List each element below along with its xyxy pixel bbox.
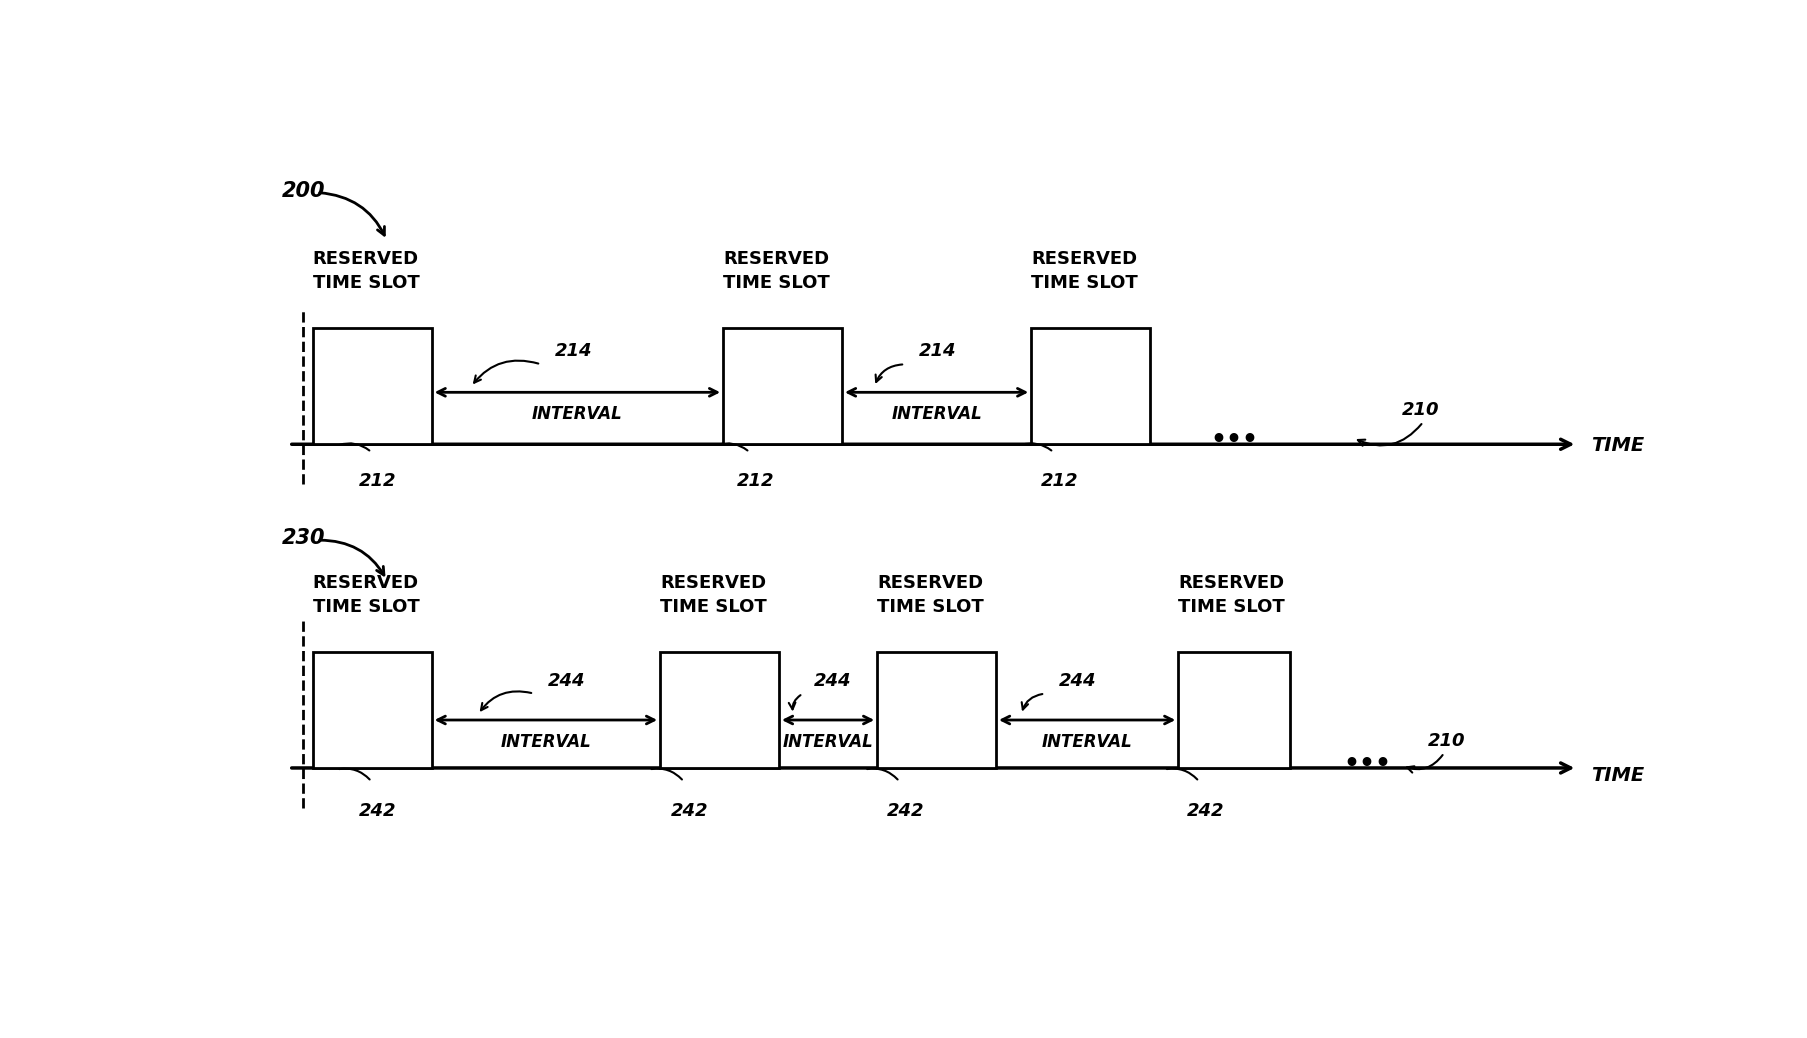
Text: TIME SLOT: TIME SLOT <box>876 598 983 617</box>
Bar <box>876 652 996 768</box>
Text: TIME: TIME <box>1592 766 1644 786</box>
Text: 212: 212 <box>737 472 775 490</box>
Text: RESERVED: RESERVED <box>660 574 766 592</box>
Text: •••: ••• <box>1211 429 1258 453</box>
Text: RESERVED: RESERVED <box>876 574 983 592</box>
Text: INTERVAL: INTERVAL <box>891 405 981 422</box>
Text: TIME SLOT: TIME SLOT <box>723 274 829 293</box>
Text: RESERVED: RESERVED <box>313 250 419 269</box>
Text: INTERVAL: INTERVAL <box>531 405 623 422</box>
Text: RESERVED: RESERVED <box>1178 574 1285 592</box>
Text: 242: 242 <box>360 801 396 820</box>
Text: 242: 242 <box>887 801 925 820</box>
Text: RESERVED: RESERVED <box>1032 250 1137 269</box>
Text: 244: 244 <box>548 672 585 689</box>
Bar <box>313 652 432 768</box>
Bar <box>660 652 779 768</box>
Text: TIME SLOT: TIME SLOT <box>660 598 766 617</box>
Text: RESERVED: RESERVED <box>723 250 829 269</box>
Text: 244: 244 <box>1059 672 1097 689</box>
Text: TIME SLOT: TIME SLOT <box>1032 274 1138 293</box>
Text: 212: 212 <box>360 472 396 490</box>
Text: 210: 210 <box>1402 401 1440 418</box>
Text: 230: 230 <box>282 528 325 548</box>
Text: INTERVAL: INTERVAL <box>501 733 591 750</box>
Text: INTERVAL: INTERVAL <box>1043 733 1133 750</box>
Text: 242: 242 <box>1187 801 1223 820</box>
Text: TIME SLOT: TIME SLOT <box>1178 598 1285 617</box>
Text: 210: 210 <box>1428 732 1465 749</box>
Text: 214: 214 <box>555 343 593 360</box>
Bar <box>313 328 432 444</box>
Text: 212: 212 <box>1041 472 1079 490</box>
Text: TIME SLOT: TIME SLOT <box>313 274 419 293</box>
Text: TIME SLOT: TIME SLOT <box>313 598 419 617</box>
Text: 244: 244 <box>813 672 851 689</box>
Bar <box>1032 328 1149 444</box>
Text: INTERVAL: INTERVAL <box>782 733 873 750</box>
Text: 200: 200 <box>282 181 325 200</box>
Text: 214: 214 <box>920 343 956 360</box>
Text: 242: 242 <box>670 801 708 820</box>
Text: •••: ••• <box>1343 752 1391 776</box>
Bar <box>723 328 842 444</box>
Bar <box>1178 652 1290 768</box>
Text: TIME: TIME <box>1592 436 1644 456</box>
Text: RESERVED: RESERVED <box>313 574 419 592</box>
